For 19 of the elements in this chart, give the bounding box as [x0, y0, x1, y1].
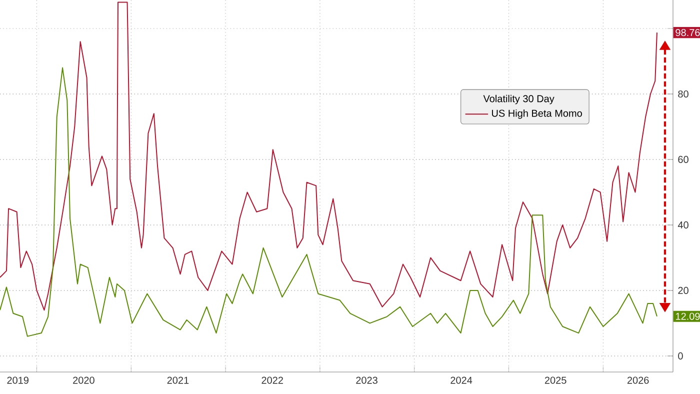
line-series: [0, 67, 658, 337]
x-tick-label: 2021: [167, 376, 189, 384]
x-tick-label: 2022: [262, 376, 283, 384]
x-tick-label: 2019: [7, 376, 28, 384]
x-tick-label: 2025: [544, 376, 566, 384]
y-tick-label: 20: [678, 286, 688, 294]
y-tick-label: 80: [678, 90, 688, 98]
annotation: 12.09: [676, 312, 700, 320]
x-tick-label: 2023: [356, 376, 378, 384]
legend-title: Volatility 30 Day: [483, 94, 554, 104]
x-tick-label: 2020: [73, 376, 94, 384]
x-tick-label: 2026: [627, 376, 649, 384]
annotation: 98.76: [676, 29, 700, 36]
y-tick-label: 40: [678, 221, 688, 229]
x-tick-label: 2024: [450, 376, 472, 384]
y-tick-label: 60: [678, 156, 688, 164]
legend-label: US High Beta Momo: [492, 109, 582, 119]
y-tick-label: 0: [678, 352, 683, 360]
line-series: [0, 2, 658, 311]
